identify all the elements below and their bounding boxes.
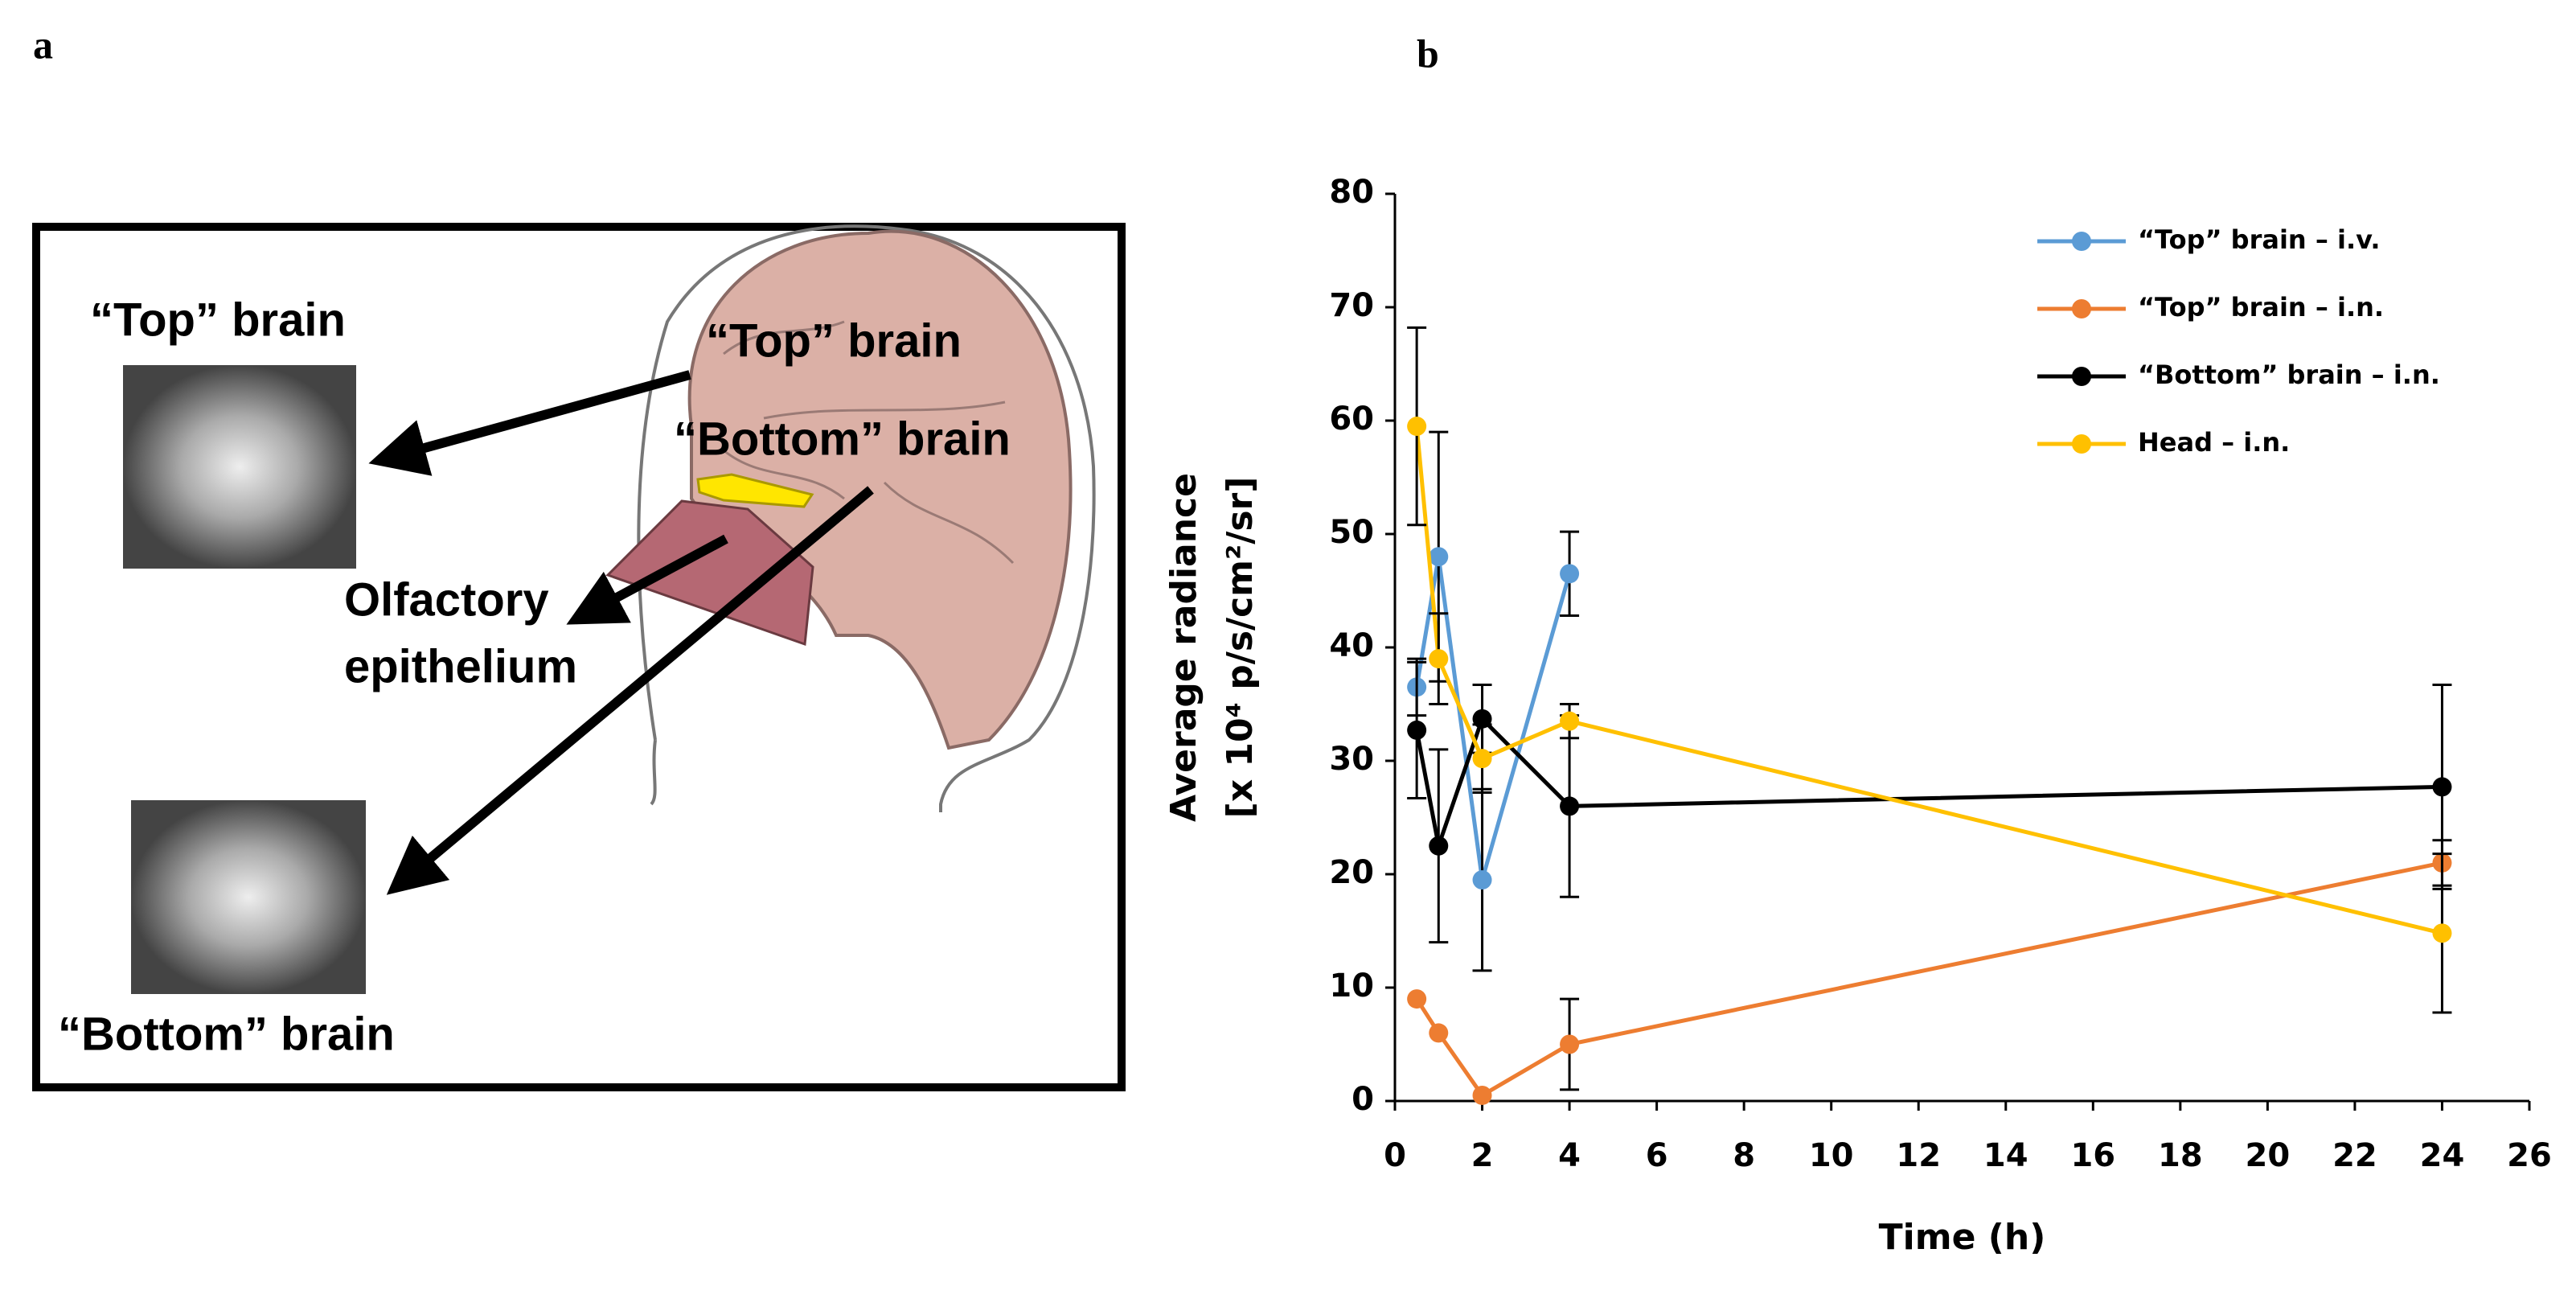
head-outline [637,224,1096,812]
x-tick-label: 10 [1809,1137,1854,1174]
data-point [1429,836,1449,856]
legend-key [2072,367,2091,386]
olfactory-label: Olfactory [344,573,549,626]
x-tick-label: 16 [2070,1137,2115,1174]
olfactory-epithelium [605,499,814,647]
brain-folds [723,320,1015,565]
y-tick-label: 20 [1329,854,1374,891]
series-line [1414,556,1572,881]
arrow [386,486,874,895]
panel-label: b [1417,31,1439,76]
data-point [1407,417,1427,437]
y-tick-label: 50 [1329,514,1374,551]
brain [687,229,1073,750]
brain-top-label: “Top” brain [706,314,962,367]
x-tick-label: 26 [2507,1137,2552,1174]
x-tick-label: 22 [2332,1137,2377,1174]
legend-key [2072,434,2091,454]
x-tick-label: 8 [1733,1137,1755,1174]
legend-label: “Bottom” brain – i.n. [2138,359,2440,390]
x-tick-label: 12 [1896,1137,1941,1174]
legend-label: “Top” brain – i.n. [2138,292,2384,322]
photo-top-label: “Top” brain [90,294,346,346]
data-point [1429,1023,1449,1043]
data-point [1472,1085,1492,1105]
x-tick-label: 4 [1558,1137,1581,1174]
data-point [1407,720,1427,740]
data-point [2432,923,2452,943]
legend-label: Head – i.n. [2138,427,2290,458]
photo-bottom [131,800,366,994]
olfactory-bulb [696,473,814,508]
diagram-frame [32,223,1126,1091]
legend-key [2072,299,2091,318]
x-tick-label: 0 [1384,1137,1406,1174]
y-axis-label: Average radiance [1163,473,1204,822]
data-point [1560,564,1580,584]
data-point [1560,796,1580,816]
data-point [1407,989,1427,1009]
data-point [1429,649,1449,669]
y-tick-label: 0 [1352,1081,1374,1118]
arrow [368,370,691,476]
x-tick-label: 18 [2158,1137,2203,1174]
data-point [1429,547,1449,567]
y-tick-label: 10 [1329,968,1374,1004]
brain-bottom-label: “Bottom” brain [674,413,1011,465]
diagram: “Top” brain “Top” brain “Bottom” brain O… [32,223,1126,1091]
data-point [1560,1034,1580,1054]
olfactory-label: epithelium [344,640,577,692]
legend-label: “Top” brain – i.v. [2138,224,2381,255]
data-point [1560,711,1580,731]
data-point [1472,870,1492,890]
photo-top [123,365,356,569]
arrow [566,534,728,625]
y-axis-label: [x 10⁴ p/s/cm²/sr] [1220,477,1261,819]
y-tick-label: 60 [1329,401,1374,438]
x-axis-label: Time (h) [1879,1217,2046,1258]
photo-bottom-label: “Bottom” brain [58,1008,395,1060]
data-point [2432,777,2452,797]
y-tick-label: 30 [1329,741,1374,778]
y-tick-label: 80 [1329,174,1374,211]
y-tick-label: 40 [1329,627,1374,664]
x-tick-label: 24 [2420,1137,2465,1174]
x-tick-label: 14 [1983,1137,2028,1174]
x-tick-label: 20 [2246,1137,2291,1174]
y-tick-label: 70 [1329,287,1374,324]
legend-key [2072,232,2091,251]
x-tick-label: 6 [1646,1137,1668,1174]
data-point [1472,749,1492,769]
x-tick-label: 2 [1471,1137,1494,1174]
panel-label: a [33,22,53,67]
